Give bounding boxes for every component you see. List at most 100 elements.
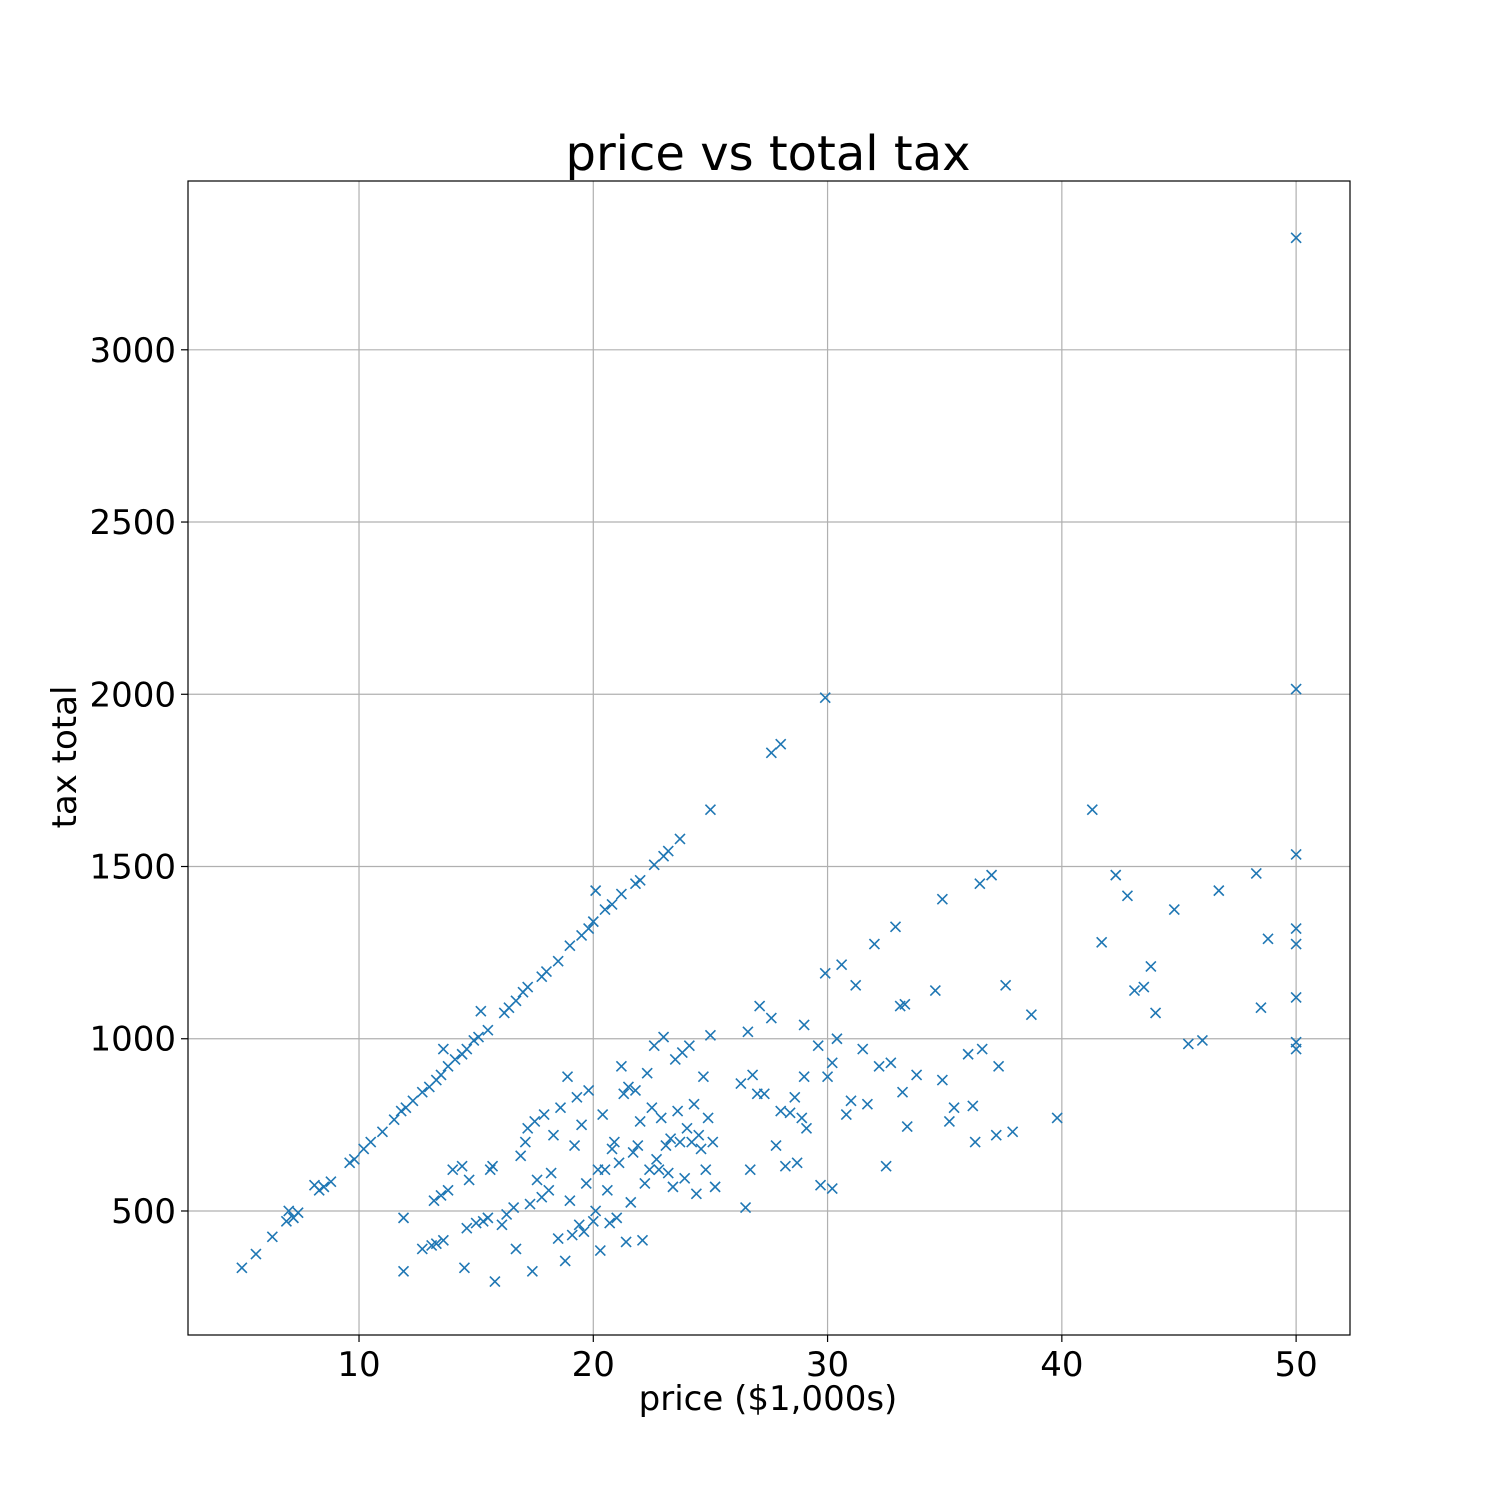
data-point: [590, 1205, 602, 1217]
data-point: [985, 869, 998, 881]
data-point: [482, 1212, 494, 1224]
data-point: [447, 1164, 459, 1176]
data-point: [486, 1160, 499, 1172]
data-point: [615, 888, 627, 900]
y-tick-label: 1000: [89, 1020, 176, 1060]
data-point: [365, 1136, 377, 1148]
data-point: [482, 1024, 494, 1036]
data-point: [407, 1095, 419, 1107]
data-point: [943, 1115, 955, 1127]
data-point: [397, 1265, 410, 1277]
x-tick-label: 50: [1274, 1345, 1317, 1385]
data-point: [625, 1196, 637, 1208]
data-point: [470, 1217, 482, 1229]
data-point: [857, 1043, 869, 1055]
data-point: [641, 1067, 653, 1079]
data-point: [416, 1243, 428, 1255]
data-point: [704, 804, 716, 816]
data-point: [468, 1034, 480, 1047]
data-point: [522, 981, 534, 993]
data-point: [744, 1164, 756, 1176]
data-point: [636, 1234, 649, 1246]
data-point: [660, 1139, 672, 1152]
data-point: [416, 1086, 428, 1098]
data-point: [463, 1174, 475, 1186]
data-point: [583, 1084, 595, 1096]
data-point: [709, 1181, 721, 1193]
data-point: [836, 959, 848, 971]
data-point: [936, 893, 948, 905]
data-point: [576, 1119, 588, 1131]
data-point: [1262, 933, 1274, 945]
data-point: [538, 1108, 550, 1121]
data-point: [693, 1129, 705, 1141]
data-point: [765, 1012, 777, 1024]
data-point: [1096, 936, 1108, 948]
data-point: [283, 1205, 295, 1217]
data-point: [292, 1207, 304, 1219]
data-point: [819, 692, 831, 704]
data-point: [796, 1112, 808, 1124]
data-point: [510, 1243, 522, 1255]
data-point: [704, 1029, 716, 1041]
data-point: [969, 1136, 981, 1148]
data-point: [578, 1226, 590, 1238]
data-point: [606, 1143, 618, 1155]
data-point: [543, 1184, 555, 1196]
data-point: [634, 1115, 646, 1127]
data-point: [1196, 1034, 1208, 1047]
axis-ticks: 10 20 30 40 50 500 1000 1500 2000 2500 3000: [89, 331, 1317, 1385]
data-point: [648, 859, 660, 871]
data-point: [850, 979, 862, 991]
data-point: [967, 1100, 979, 1112]
data-point: [526, 1265, 538, 1277]
x-axis-label: price ($1,000s): [639, 1379, 898, 1419]
data-point: [554, 1102, 567, 1114]
data-point: [650, 1153, 663, 1165]
data-point: [266, 1231, 278, 1243]
data-point: [325, 1176, 337, 1188]
data-point: [587, 916, 599, 928]
data-point: [1007, 1126, 1019, 1138]
data-point: [707, 1136, 719, 1148]
data-point: [747, 1069, 759, 1081]
data-point: [435, 1069, 447, 1081]
data-point: [688, 1098, 700, 1110]
data-point: [566, 1229, 578, 1241]
data-point: [599, 904, 611, 916]
data-point: [929, 984, 941, 997]
data-point: [1290, 938, 1302, 950]
data-point: [962, 1048, 974, 1060]
y-tick-label: 3000: [89, 331, 176, 371]
data-point: [508, 1201, 520, 1214]
data-point: [1138, 981, 1150, 993]
grid-lines: [188, 181, 1350, 1335]
data-point: [822, 1071, 834, 1083]
data-point: [814, 1179, 827, 1191]
data-point: [868, 938, 880, 950]
data-point: [611, 1212, 623, 1224]
data-point: [634, 874, 646, 886]
data-point: [861, 1098, 873, 1110]
data-point: [606, 898, 618, 910]
data-point: [662, 1167, 674, 1179]
data-point: [798, 1019, 810, 1031]
data-point: [449, 1053, 461, 1065]
data-point: [798, 1071, 810, 1083]
y-axis-label: tax total: [45, 686, 85, 829]
data-point: [587, 1215, 599, 1227]
data-point: [545, 1167, 557, 1179]
data-point: [519, 1136, 531, 1148]
data-point: [1051, 1112, 1063, 1124]
data-point: [618, 1088, 630, 1100]
data-point: [775, 738, 787, 750]
y-tick-label: 2000: [89, 675, 176, 715]
data-point: [571, 1091, 583, 1103]
data-point: [435, 1189, 447, 1202]
data-point: [911, 1069, 923, 1081]
data-point: [826, 1183, 838, 1195]
data-point: [1255, 1002, 1267, 1014]
data-point: [1182, 1038, 1194, 1050]
